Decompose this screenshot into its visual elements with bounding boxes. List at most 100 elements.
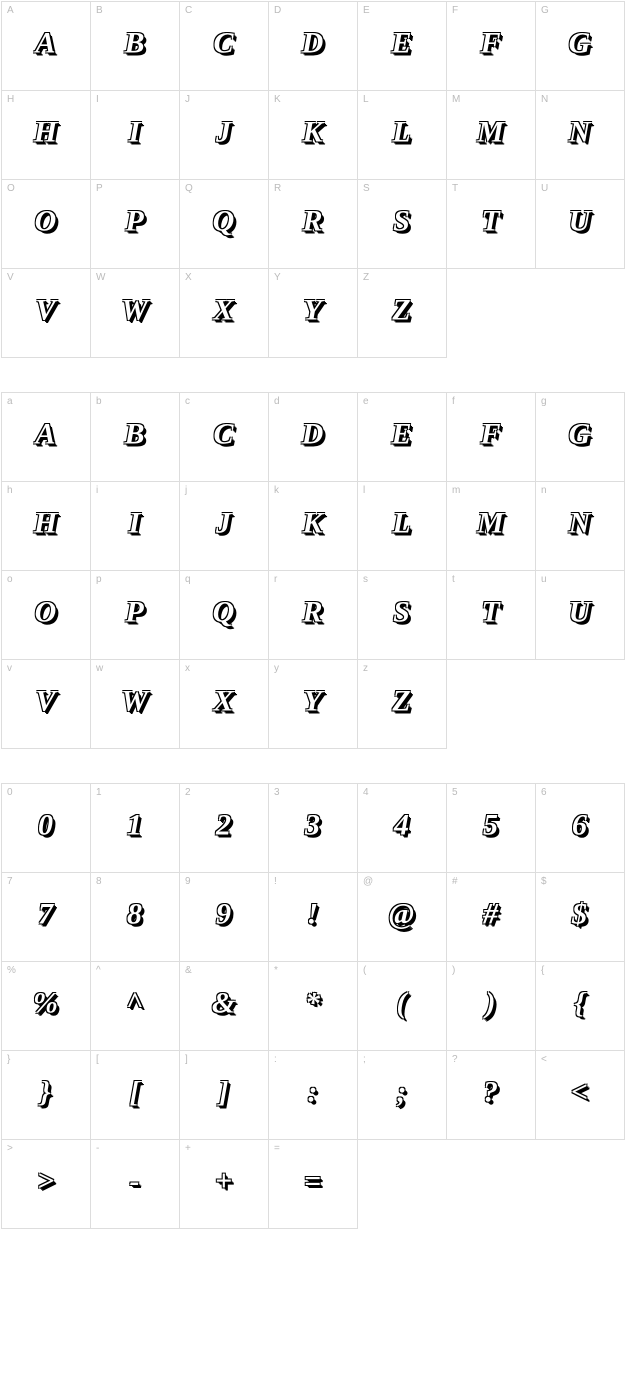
cell-glyph: X [213, 684, 234, 718]
cell-glyph: V [35, 684, 56, 718]
cell-label: y [274, 663, 279, 674]
cell-label: Q [185, 183, 193, 194]
glyph-cell: hH [1, 481, 91, 571]
cell-glyph: 4 [394, 808, 410, 842]
cell-glyph: J [216, 115, 232, 149]
cell-label: G [541, 5, 549, 16]
cell-glyph: + [215, 1164, 233, 1198]
cell-glyph: ] [219, 1075, 230, 1109]
glyph-cell: qQ [179, 570, 269, 660]
glyph-cell: aA [1, 392, 91, 482]
cell-label: p [96, 574, 102, 585]
cell-label: > [7, 1143, 13, 1154]
cell-label: ^ [96, 965, 101, 976]
cell-label: z [363, 663, 368, 674]
glyph-cell: fF [446, 392, 536, 482]
cell-label: 4 [363, 787, 369, 798]
cell-label: 1 [96, 787, 102, 798]
glyph-section-0: AABBCCDDEEFFGGHHIIJJKKLLMMNNOOPPQQRRSSTT… [2, 2, 638, 358]
glyph-cell: 77 [1, 872, 91, 962]
glyph-section-1: aAbBcCdDeEfFgGhHiIjJkKlLmMnNoOpPqQrRsStT… [2, 393, 638, 749]
cell-label: 0 [7, 787, 13, 798]
glyph-cell: HH [1, 90, 91, 180]
cell-label: T [452, 183, 458, 194]
cell-glyph: T [481, 595, 500, 629]
glyph-cell: EE [357, 1, 447, 91]
cell-glyph: Z [392, 684, 411, 718]
cell-glyph: H [34, 115, 58, 149]
cell-label: K [274, 94, 281, 105]
cell-glyph: T [481, 204, 500, 238]
glyph-cell: @@ [357, 872, 447, 962]
glyph-cell: NN [535, 90, 625, 180]
cell-glyph: B [124, 417, 145, 451]
cell-label: Y [274, 272, 281, 283]
glyph-cell: dD [268, 392, 358, 482]
glyph-cell: :: [268, 1050, 358, 1140]
cell-glyph: 7 [38, 897, 54, 931]
glyph-cell: VV [1, 268, 91, 358]
cell-label: B [96, 5, 103, 16]
cell-glyph: D [302, 26, 325, 60]
cell-label: x [185, 663, 190, 674]
cell-glyph: K [302, 115, 323, 149]
cell-label: g [541, 396, 547, 407]
cell-label: S [363, 183, 370, 194]
cell-glyph: E [391, 26, 412, 60]
glyph-cell: 55 [446, 783, 536, 873]
glyph-cell: YY [268, 268, 358, 358]
cell-glyph: P [125, 204, 144, 238]
cell-glyph: J [216, 506, 232, 540]
cell-label: ? [452, 1054, 458, 1065]
cell-glyph: W [121, 293, 149, 327]
cell-glyph: X [213, 293, 234, 327]
cell-label: * [274, 965, 278, 976]
cell-glyph: L [392, 115, 411, 149]
glyph-cell: uU [535, 570, 625, 660]
cell-label: ! [274, 876, 277, 887]
glyph-cell: zZ [357, 659, 447, 749]
glyph-cell: nN [535, 481, 625, 571]
cell-glyph: A [35, 417, 56, 451]
cell-label: + [185, 1143, 191, 1154]
cell-label: P [96, 183, 103, 194]
glyph-cell: wW [90, 659, 180, 749]
glyph-cell: 00 [1, 783, 91, 873]
glyph-cell: PP [90, 179, 180, 269]
glyph-cell: eE [357, 392, 447, 482]
glyph-cell: lL [357, 481, 447, 571]
cell-glyph: Y [303, 293, 322, 327]
cell-glyph: ? [483, 1075, 499, 1109]
cell-label: < [541, 1054, 547, 1065]
cell-label: e [363, 396, 369, 407]
glyph-cell: vV [1, 659, 91, 749]
cell-glyph: I [129, 115, 142, 149]
cell-label: 5 [452, 787, 458, 798]
cell-glyph: ; [397, 1075, 408, 1109]
glyph-cell: ^^ [90, 961, 180, 1051]
cell-label: W [96, 272, 105, 283]
cell-glyph: B [124, 26, 145, 60]
glyph-cell: cC [179, 392, 269, 482]
glyph-cell: }} [1, 1050, 91, 1140]
glyph-cell: == [268, 1139, 358, 1229]
cell-glyph: 3 [305, 808, 321, 842]
cell-label: 9 [185, 876, 191, 887]
glyph-cell: pP [90, 570, 180, 660]
cell-label: $ [541, 876, 547, 887]
cell-label: w [96, 663, 103, 674]
cell-label: ( [363, 965, 366, 976]
cell-label: h [7, 485, 13, 496]
cell-label: N [541, 94, 548, 105]
cell-label: = [274, 1143, 280, 1154]
cell-label: b [96, 396, 102, 407]
cell-label: i [96, 485, 98, 496]
glyph-cell: XX [179, 268, 269, 358]
cell-label: [ [96, 1054, 99, 1065]
glyph-cell: ## [446, 872, 536, 962]
cell-glyph: R [302, 204, 323, 238]
cell-glyph: = [304, 1164, 322, 1198]
glyph-cell: (( [357, 961, 447, 1051]
cell-label: : [274, 1054, 277, 1065]
cell-glyph: O [35, 204, 58, 238]
